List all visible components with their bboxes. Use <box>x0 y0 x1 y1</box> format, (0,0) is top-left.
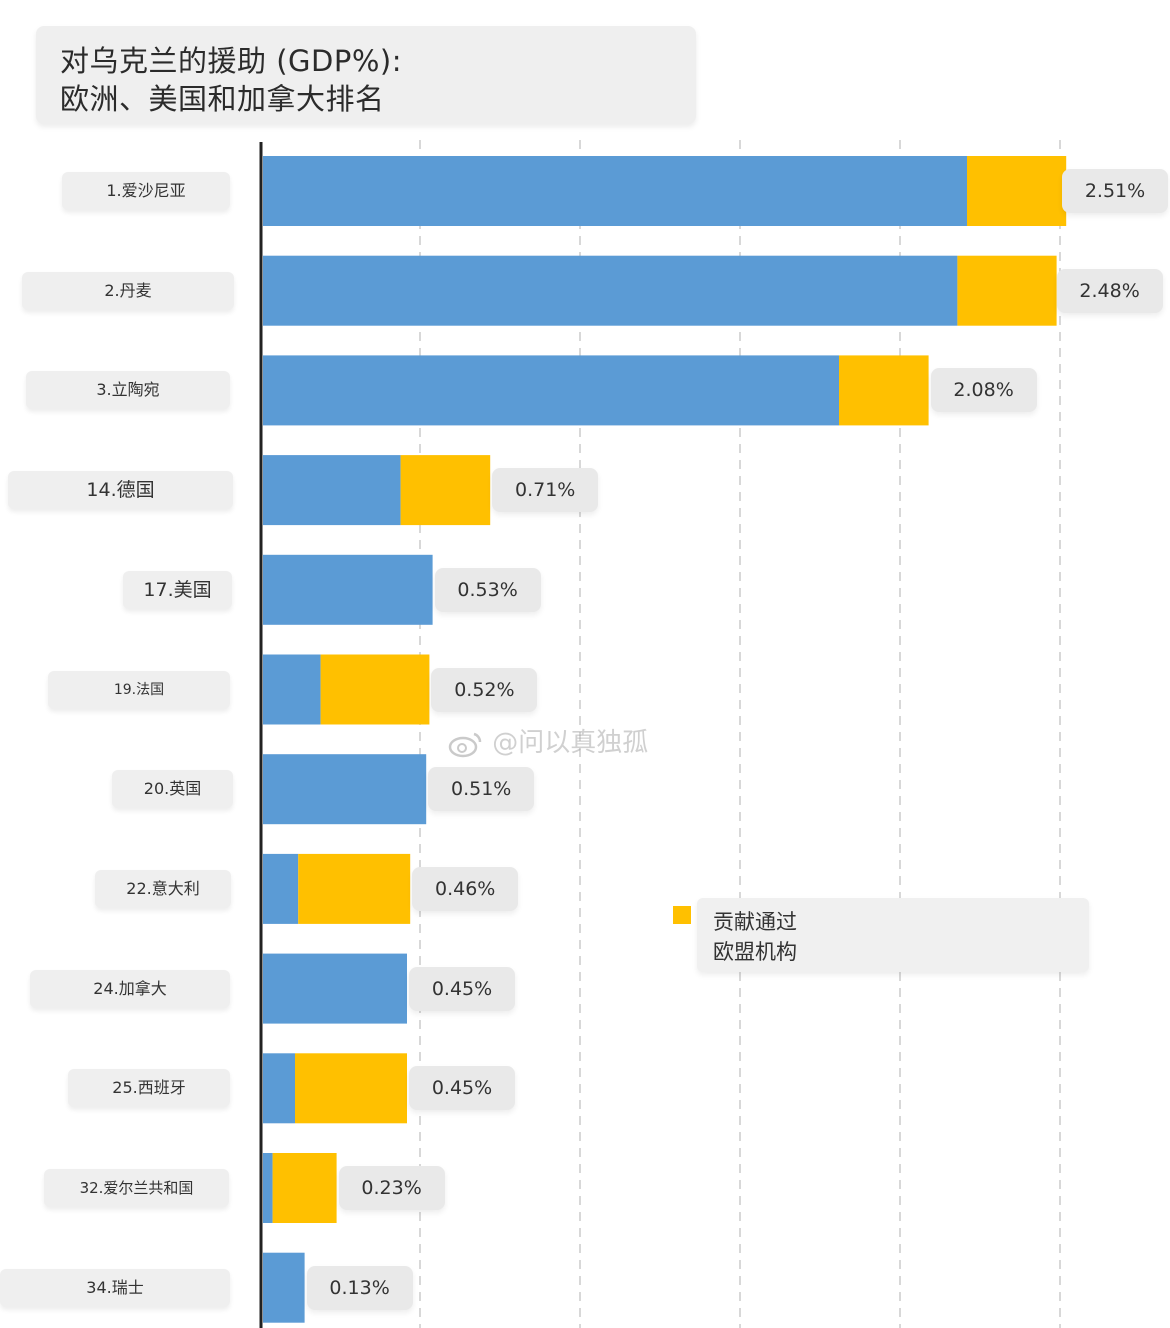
value-label: 0.71% <box>492 468 599 513</box>
bar-direct-7 <box>263 754 427 825</box>
bar-direct-9 <box>263 953 407 1024</box>
country-label: 17.美国 <box>123 570 232 609</box>
country-label: 3.立陶宛 <box>26 371 230 410</box>
bar-eu-2 <box>957 255 1057 326</box>
bar-direct-2 <box>263 255 958 326</box>
bar-direct-4 <box>263 455 401 526</box>
watermark-text: @问以真独孤 <box>492 728 649 758</box>
value-label: 2.51% <box>1062 169 1168 213</box>
bar-direct-1 <box>263 156 967 226</box>
bar-direct-8 <box>263 853 299 924</box>
chart-title-line1: 对乌克兰的援助 (GDP%): <box>60 44 402 78</box>
bar-eu-4 <box>400 455 491 526</box>
country-label: 34.瑞士 <box>0 1268 230 1307</box>
bar-eu-8 <box>298 853 411 924</box>
country-label: 22.意大利 <box>95 869 231 908</box>
legend-label-line1: 贡献通过 <box>713 910 797 934</box>
bar-eu-6 <box>320 654 430 725</box>
value-label: 0.52% <box>431 667 538 712</box>
bar-direct-12 <box>263 1252 305 1323</box>
value-label: 2.48% <box>1056 268 1163 313</box>
country-label: 32.爱尔兰共和国 <box>44 1169 229 1207</box>
bar-direct-6 <box>263 654 321 725</box>
legend-label-line2: 欧盟机构 <box>713 940 797 964</box>
country-label: 20.英国 <box>112 770 233 809</box>
value-label: 2.08% <box>930 368 1037 413</box>
legend-swatch-eu <box>673 906 691 924</box>
country-label: 1.爱沙尼亚 <box>62 172 230 210</box>
country-label: 24.加拿大 <box>30 969 230 1008</box>
value-label: 0.45% <box>409 966 515 1011</box>
value-label: 0.45% <box>409 1066 515 1111</box>
country-label: 25.西班牙 <box>68 1069 230 1108</box>
value-label: 0.13% <box>306 1265 413 1310</box>
bar-direct-3 <box>263 355 839 426</box>
bar-eu-1 <box>967 156 1067 226</box>
country-label: 2.丹麦 <box>22 271 234 310</box>
chart-title-line2: 欧洲、美国和加拿大排名 <box>60 82 385 116</box>
bar-direct-5 <box>263 554 433 625</box>
bar-eu-3 <box>839 355 929 426</box>
country-label: 14.德国 <box>8 471 233 510</box>
value-label: 0.23% <box>338 1166 445 1210</box>
value-label: 0.51% <box>428 767 535 812</box>
bar-eu-11 <box>272 1153 337 1223</box>
bar-eu-10 <box>295 1053 407 1124</box>
watermark: @问以真独孤 <box>448 722 692 764</box>
country-label: 19.法国 <box>48 670 230 709</box>
bar-direct-10 <box>263 1053 295 1124</box>
legend: 贡献通过 欧盟机构 <box>697 898 1089 972</box>
chart-title-box: 对乌克兰的援助 (GDP%): 欧洲、美国和加拿大排名 <box>36 26 696 124</box>
bar-direct-11 <box>263 1153 273 1223</box>
value-label: 0.53% <box>434 567 541 612</box>
value-label: 0.46% <box>412 866 519 911</box>
weibo-icon <box>448 732 482 757</box>
